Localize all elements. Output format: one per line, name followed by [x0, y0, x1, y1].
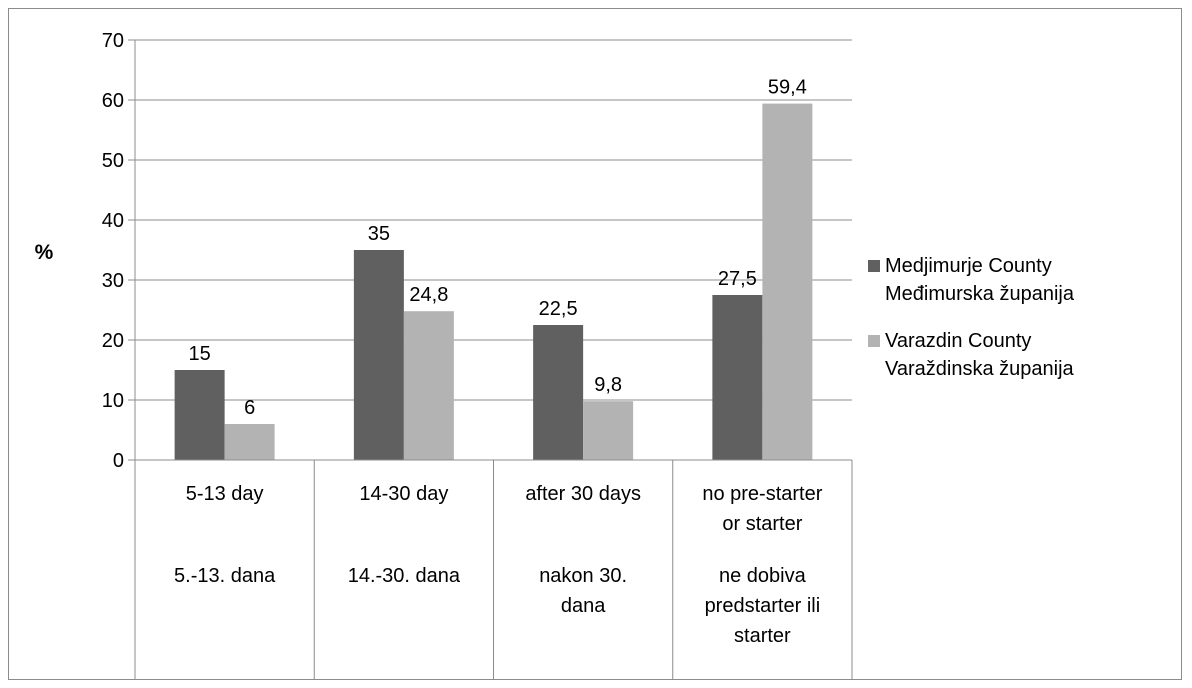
data-label: 27,5 [718, 268, 757, 290]
y-tick-label: 50 [102, 150, 124, 172]
data-label: 22,5 [539, 298, 578, 320]
data-label: 6 [244, 397, 255, 419]
bar-medjimurje [353, 250, 404, 460]
category-label-en: or starter [722, 513, 802, 535]
y-tick-label: 20 [102, 330, 124, 352]
bar-medjimurje [712, 295, 763, 460]
legend-label: Medjimurje County [885, 255, 1052, 277]
data-label: 59,4 [768, 77, 807, 99]
category-label-en: no pre-starter [702, 483, 822, 505]
data-label: 15 [189, 343, 211, 365]
bar-varazdin [403, 311, 454, 460]
legend-label: Međimurska županija [885, 283, 1075, 305]
category-label-hr: nakon 30. [539, 565, 627, 587]
category-label-hr: ne dobiva [719, 565, 807, 587]
category-label-hr: 14.-30. dana [348, 565, 461, 587]
chart-frame [8, 8, 1182, 680]
legend-label: Varaždinska županija [885, 358, 1075, 380]
legend-swatch [868, 335, 880, 347]
category-label-en: 5-13 day [186, 483, 264, 505]
category-label-en: 14-30 day [359, 483, 448, 505]
y-tick-label: 10 [102, 390, 124, 412]
category-label-hr: 5.-13. dana [174, 565, 276, 587]
bar-varazdin [583, 401, 634, 460]
bar-varazdin [224, 424, 275, 460]
y-tick-label: 40 [102, 210, 124, 232]
y-axis-label: % [35, 241, 54, 264]
bar-medjimurje [533, 325, 584, 460]
y-tick-label: 70 [102, 30, 124, 52]
y-tick-label: 30 [102, 270, 124, 292]
legend-label: Varazdin County [885, 330, 1031, 352]
category-label-en: after 30 days [525, 483, 641, 505]
bar-medjimurje [174, 370, 225, 460]
data-label: 35 [368, 223, 390, 245]
data-label: 9,8 [594, 374, 622, 396]
y-tick-label: 60 [102, 90, 124, 112]
category-label-hr: dana [561, 595, 606, 617]
category-label-hr: predstarter ili [705, 595, 821, 617]
bar-varazdin [762, 103, 813, 460]
legend-swatch [868, 260, 880, 272]
data-label: 24,8 [409, 284, 448, 306]
y-tick-label: 0 [113, 450, 124, 472]
category-label-hr: starter [734, 625, 791, 647]
